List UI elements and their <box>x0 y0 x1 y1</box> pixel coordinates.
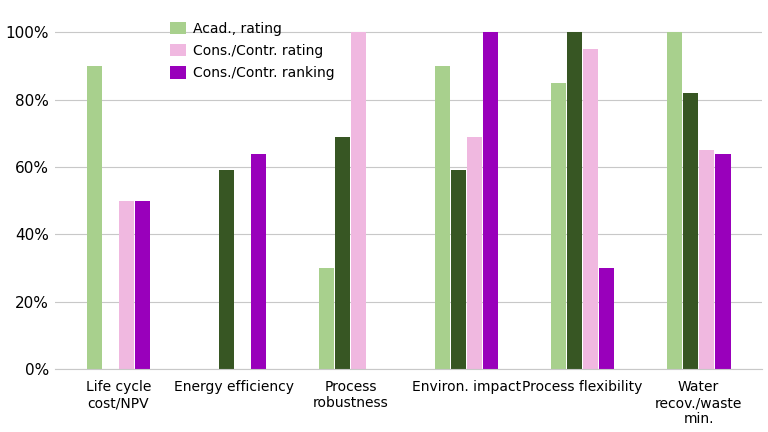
Bar <box>467 137 482 369</box>
Bar <box>551 83 566 369</box>
Bar <box>483 32 498 369</box>
Bar <box>119 201 134 369</box>
Bar <box>567 32 582 369</box>
Legend: Acad., rating, Cons./Contr. rating, Cons./Contr. ranking: Acad., rating, Cons./Contr. rating, Cons… <box>164 16 340 86</box>
Bar <box>251 154 266 369</box>
Bar <box>451 170 466 369</box>
Bar <box>683 93 698 369</box>
Bar <box>319 268 333 369</box>
Bar <box>351 32 366 369</box>
Bar <box>667 32 682 369</box>
Bar <box>87 66 101 369</box>
Bar <box>219 170 234 369</box>
Bar <box>335 137 350 369</box>
Bar <box>599 268 614 369</box>
Bar <box>699 150 714 369</box>
Bar <box>583 49 598 369</box>
Bar <box>716 154 730 369</box>
Bar <box>135 201 151 369</box>
Bar <box>435 66 450 369</box>
